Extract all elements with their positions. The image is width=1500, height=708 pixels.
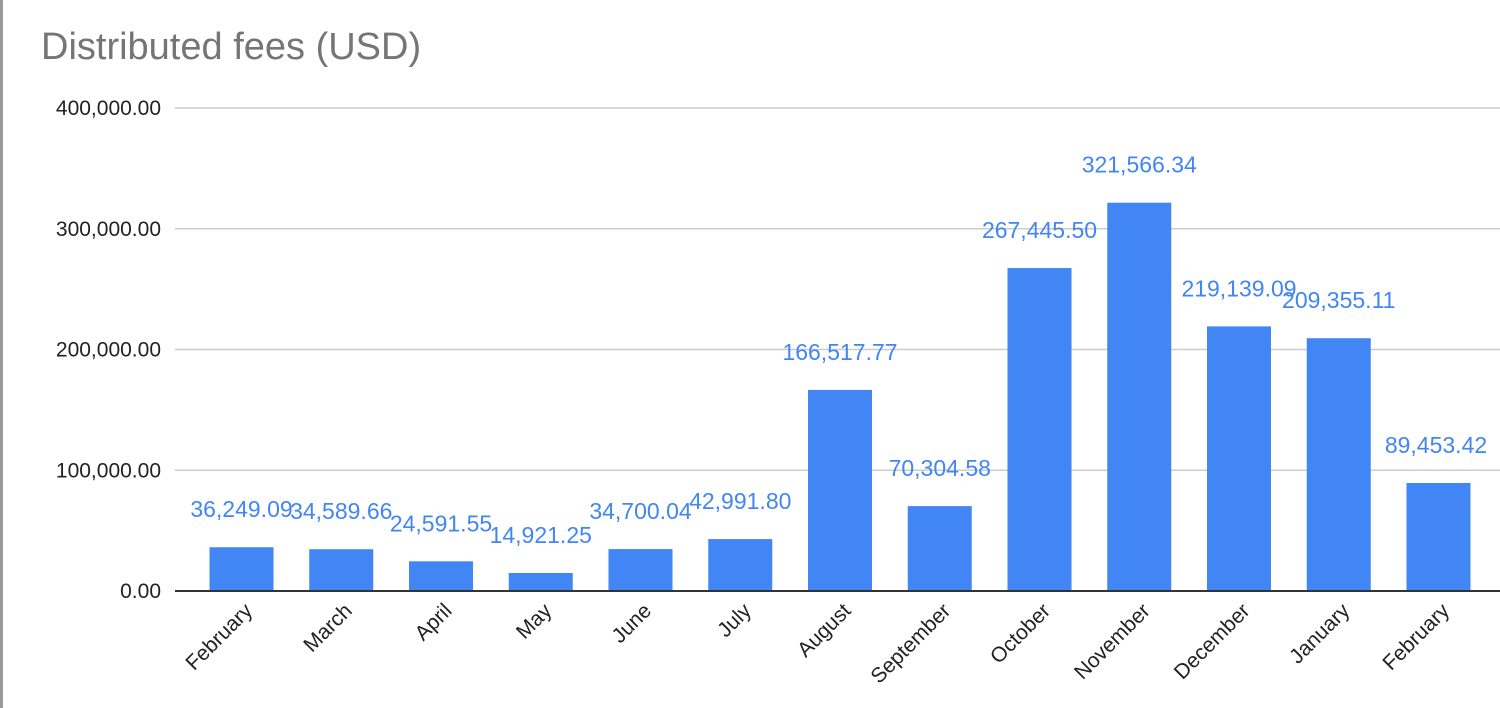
y-tick-label: 100,000.00 — [56, 459, 161, 482]
bar-chart: 0.00 100,000.00 200,000.00 300,000.00 400,00… — [56, 97, 1500, 688]
x-tick-label: July — [713, 599, 756, 642]
data-label: 34,700.04 — [589, 498, 692, 524]
data-label: 166,517.77 — [782, 339, 897, 365]
x-tick-label: August — [793, 599, 856, 662]
x-tick-label: February — [1378, 599, 1454, 675]
data-label: 42,991.80 — [689, 488, 791, 514]
y-tick-label: 0.00 — [120, 580, 161, 603]
chart-title: Distributed fees (USD) — [41, 26, 422, 68]
gridlines — [175, 107, 1500, 471]
data-label: 219,139.09 — [1181, 275, 1296, 301]
data-label: 34,589.66 — [290, 498, 392, 524]
x-tick-label: November — [1070, 599, 1155, 684]
y-tick-label: 200,000.00 — [56, 339, 161, 362]
bar — [1306, 338, 1371, 591]
bar — [409, 561, 473, 591]
bar — [708, 539, 773, 591]
bar — [808, 389, 872, 591]
x-tick-label: January — [1285, 599, 1354, 668]
x-tick-label: October — [986, 599, 1055, 668]
data-label: 209,355.11 — [1282, 287, 1395, 313]
bar — [1406, 482, 1471, 591]
bar — [1007, 268, 1072, 591]
data-label: 267,445.50 — [982, 217, 1097, 243]
y-tick-label: 300,000.00 — [56, 218, 161, 241]
data-label: 14,921.25 — [490, 522, 592, 548]
bar — [209, 547, 274, 591]
bar — [309, 549, 374, 591]
data-label: 89,453.42 — [1385, 432, 1487, 458]
x-tick-label: March — [299, 599, 357, 657]
data-label: 70,304.58 — [889, 455, 991, 481]
x-tick-label: September — [866, 599, 955, 688]
x-tick-label: April — [411, 599, 457, 645]
bars — [209, 202, 1471, 591]
x-tick-label: February — [181, 599, 257, 675]
bar — [1207, 326, 1271, 591]
x-tick-label: June — [608, 599, 656, 647]
x-axis-labels: February March April May June July August Septe… — [181, 599, 1454, 688]
data-label: 321,566.34 — [1082, 152, 1197, 178]
bar — [508, 572, 573, 591]
data-label: 24,591.55 — [390, 510, 492, 536]
x-tick-label: December — [1170, 599, 1255, 684]
y-axis-ticks: 0.00 100,000.00 200,000.00 300,000.00 400,00… — [56, 97, 161, 603]
y-tick-label: 400,000.00 — [56, 97, 161, 120]
x-tick-label: May — [512, 599, 557, 644]
bar — [1107, 202, 1172, 591]
bar — [608, 549, 673, 591]
bar — [907, 506, 972, 591]
data-label: 36,249.09 — [190, 496, 292, 522]
data-labels: 36,249.0934,589.6624,591.5514,921.2534,7… — [190, 152, 1487, 548]
